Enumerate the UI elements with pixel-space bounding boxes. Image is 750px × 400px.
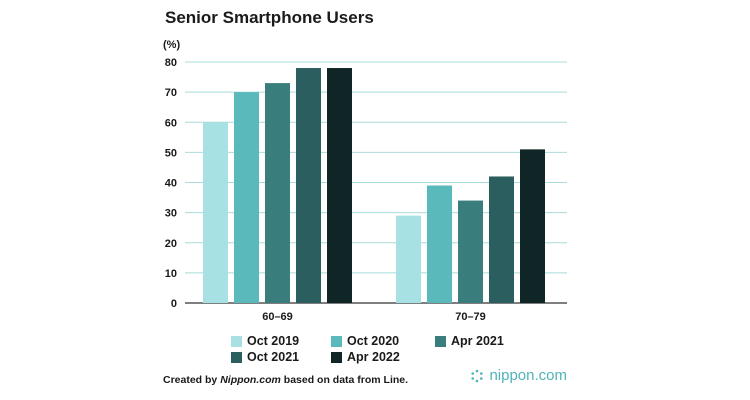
- credit-source: Nippon.com: [220, 374, 281, 386]
- legend-swatch: [331, 335, 342, 347]
- y-tick-label: 70: [165, 87, 177, 99]
- x-category-label: 70–79: [455, 311, 486, 323]
- legend-swatch: [231, 351, 242, 363]
- legend-item: Apr 2021: [435, 334, 504, 348]
- axis-labels: 0 10 20 30 40 50 60 70 80 60–69 70–79: [165, 57, 486, 323]
- legend-item: Apr 2022: [331, 350, 400, 364]
- bar: [234, 92, 259, 303]
- legend-label: Apr 2021: [451, 334, 504, 348]
- legend-item: Oct 2019: [231, 334, 299, 348]
- legend-swatch: [231, 335, 242, 347]
- bar: [427, 185, 452, 303]
- y-tick-label: 0: [171, 298, 177, 310]
- credit-suffix: based on data from Line.: [280, 374, 409, 386]
- bar: [327, 68, 352, 304]
- bar: [520, 149, 545, 303]
- y-tick-label: 30: [165, 208, 177, 220]
- y-tick-label: 80: [165, 57, 177, 69]
- y-tick-label: 50: [165, 147, 177, 159]
- y-axis-unit-label: (%): [163, 39, 181, 51]
- y-tick-label: 40: [165, 178, 177, 190]
- bar: [203, 122, 228, 303]
- chart-title: Senior Smartphone Users: [165, 8, 374, 27]
- y-tick-label: 60: [165, 117, 177, 129]
- x-category-label: 60–69: [262, 311, 293, 323]
- legend-label: Oct 2019: [247, 334, 300, 348]
- logo-text: nippon.com: [489, 367, 567, 384]
- bar: [489, 176, 514, 303]
- credit-prefix: Created by: [163, 374, 221, 386]
- bar: [296, 68, 321, 304]
- legend-item: Oct 2020: [331, 334, 399, 348]
- bar: [265, 83, 290, 304]
- logo-dots-icon: [471, 369, 484, 382]
- legend-item: Oct 2021: [231, 350, 299, 364]
- nippon-logo: nippon.com: [470, 367, 567, 384]
- legend-label: Oct 2021: [247, 350, 300, 364]
- legend-swatch: [435, 335, 446, 347]
- bar: [458, 200, 483, 303]
- bar: [396, 215, 421, 303]
- bars: [203, 68, 545, 304]
- source-credit: Created by Nippon.com based on data from…: [163, 374, 408, 386]
- legend-label: Apr 2022: [347, 350, 400, 364]
- y-tick-label: 20: [165, 238, 177, 250]
- legend-label: Oct 2020: [347, 334, 400, 348]
- legend-swatch: [331, 351, 342, 363]
- y-tick-label: 10: [165, 268, 177, 280]
